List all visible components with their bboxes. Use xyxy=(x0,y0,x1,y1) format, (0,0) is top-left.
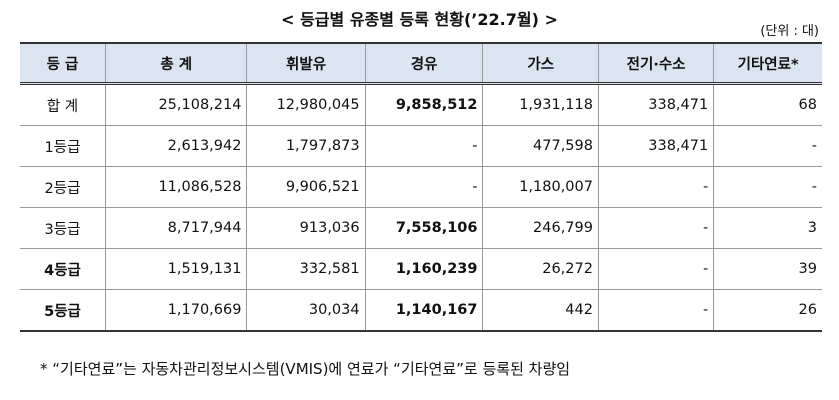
cell: 1,170,669 xyxy=(104,289,248,332)
cell: 913,036 xyxy=(246,207,366,249)
row-label: 2등급 xyxy=(20,166,106,208)
cell: 2,613,942 xyxy=(104,125,248,167)
cell: 26,272 xyxy=(482,248,599,290)
cell: - xyxy=(364,125,484,167)
cell: 39 xyxy=(713,248,822,290)
cell: 1,797,873 xyxy=(246,125,366,167)
header-cell: 전기·수소 xyxy=(597,42,715,85)
cell: 68 xyxy=(713,83,822,126)
table-body: 합 계 25,108,214 12,980,045 9,858,512 1,931,11… xyxy=(20,83,822,332)
cell: 25,108,214 xyxy=(104,83,248,126)
cell: - xyxy=(597,289,715,332)
cell: 30,034 xyxy=(246,289,366,332)
cell: 332,581 xyxy=(246,248,366,290)
table-row: 1등급 2,613,942 1,797,873-477,598 338,471- xyxy=(20,125,822,167)
cell: 3 xyxy=(713,207,822,249)
cell: 7,558,106 xyxy=(364,207,484,249)
cell: 1,519,131 xyxy=(104,248,248,290)
cell: 1,931,118 xyxy=(482,83,599,126)
header-cell: 등 급 xyxy=(20,42,106,85)
cell: 442 xyxy=(482,289,599,332)
table-row: 3등급 8,717,944 913,036 7,558,106 246,799-3 xyxy=(20,207,822,249)
table-row: 5등급 1,170,669 30,034 1,140,167 442-26 xyxy=(20,289,822,332)
cell: 1,160,239 xyxy=(364,248,484,290)
cell: 12,980,045 xyxy=(246,83,366,126)
header-cell: 총 계 xyxy=(104,42,248,85)
header-cell: 경유 xyxy=(364,42,484,85)
cell: - xyxy=(597,248,715,290)
cell: 9,906,521 xyxy=(246,166,366,208)
cell: - xyxy=(597,166,715,208)
cell: - xyxy=(713,125,822,167)
cell: 246,799 xyxy=(482,207,599,249)
title: < 등급별 유종별 등록 현황(’22.7월) > xyxy=(281,10,558,29)
cell: 338,471 xyxy=(597,83,715,126)
row-label: 4등급 xyxy=(20,248,106,290)
cell: 1,180,007 xyxy=(482,166,599,208)
cell: 8,717,944 xyxy=(104,207,248,249)
unit: (단위 : 대) xyxy=(760,24,819,39)
table-row: 2등급 11,086,528 9,906,521-1,180,007- - xyxy=(20,166,822,208)
table-row: 합 계 25,108,214 12,980,045 9,858,512 1,931,11… xyxy=(20,83,822,126)
header-cell: 기타연료* xyxy=(713,42,822,85)
cell: - xyxy=(713,166,822,208)
cell: 477,598 xyxy=(482,125,599,167)
cell: 1,140,167 xyxy=(364,289,484,332)
cell: 338,471 xyxy=(597,125,715,167)
row-label: 1등급 xyxy=(20,125,106,167)
table-row: 4등급 1,519,131 332,581 1,160,239 26,272-39 xyxy=(20,248,822,290)
row-label: 3등급 xyxy=(20,207,106,249)
row-label: 합 계 xyxy=(20,83,106,126)
cell: 9,858,512 xyxy=(364,83,484,126)
cell: - xyxy=(597,207,715,249)
header-cell: 가스 xyxy=(482,42,599,85)
cell: - xyxy=(364,166,484,208)
header-cell: 휘발유 xyxy=(246,42,366,85)
cell: 11,086,528 xyxy=(104,166,248,208)
cell: 26 xyxy=(713,289,822,332)
row-label: 5등급 xyxy=(20,289,106,332)
footnote: * “기타연료”는 자동차관리정보시스템(VMIS)에 연료가 “기타연료”로 … xyxy=(40,360,571,378)
